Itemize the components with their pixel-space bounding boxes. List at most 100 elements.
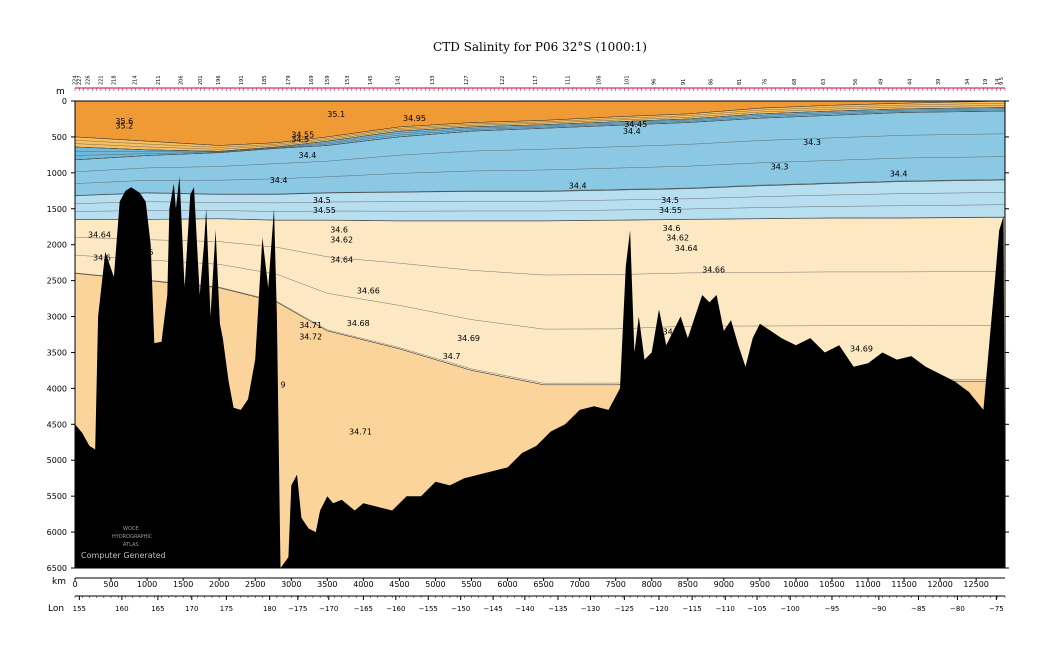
depth-tick-label: 4000 [47, 384, 67, 393]
contour-label: 34.68 [663, 328, 686, 337]
km-axis-label: km [52, 577, 66, 587]
isoline [75, 237, 1005, 276]
km-tick-label: 3500 [317, 580, 337, 589]
station-label: 68 [792, 79, 798, 85]
station-label: 122 [500, 75, 506, 85]
isoline [75, 105, 1005, 150]
km-tick-label: 8000 [642, 580, 662, 589]
watermark: WOCE HYDROGRAPHIC ATLAS Computer Generat… [81, 526, 166, 560]
station-label: 221 [98, 75, 104, 85]
station-label: 81 [737, 79, 743, 85]
contour-label: 34.4 [890, 169, 908, 178]
contour-label: 34.45 [624, 120, 647, 129]
contour-label: 34.72 [299, 333, 322, 342]
km-tick-label: 10000 [783, 580, 808, 589]
km-tick-label: 4000 [353, 580, 373, 589]
station-label: 127 [464, 75, 470, 85]
station-label: 44 [907, 79, 913, 85]
contour-label: 34.66 [357, 287, 380, 296]
contour-label: 34.4 [569, 182, 587, 191]
station-label: 224 [72, 75, 78, 85]
station-label: 9 5 [999, 77, 1005, 85]
lon-tick-label: 170 [185, 605, 198, 613]
plot-frame [74, 100, 1006, 569]
contour-label: 34.64 [675, 244, 698, 253]
depth-tick-label: 5500 [47, 492, 67, 501]
isoline [75, 109, 1005, 156]
lon-tick-label: −125 [615, 605, 634, 613]
station-label: 196 [216, 75, 222, 85]
km-tick-label: 6000 [497, 580, 517, 589]
km-tick-label: 9500 [750, 580, 770, 589]
contour-label: 34.62 [330, 236, 353, 245]
km-tick-label: 0 [72, 580, 77, 589]
km-tick-label: 2500 [245, 580, 265, 589]
depth-tick-label: 1500 [47, 205, 67, 214]
depth-tick-label: 3500 [47, 348, 67, 357]
lon-tick-label: −130 [581, 605, 600, 613]
contour-label: 34.95 [403, 114, 426, 123]
km-tick-label: 12500 [963, 580, 988, 589]
km-tick-label: 500 [103, 580, 118, 589]
station-label: 56 [853, 79, 859, 85]
station-label: 96 [651, 79, 657, 85]
contour-label: 34.55 [291, 131, 314, 140]
station-label: 49 [878, 79, 884, 85]
lon-tick-label: −105 [747, 605, 766, 613]
contour-label: 34.55 [313, 206, 336, 215]
lon-tick-label: −110 [716, 605, 735, 613]
station-label: 39 [936, 79, 942, 85]
station-label: 153 [345, 75, 351, 85]
depth-tick-label: 5000 [47, 456, 67, 465]
lon-tick-label: −165 [354, 605, 373, 613]
watermark-line-2: HYDROGRAPHIC [112, 534, 153, 540]
contour-label: 34.68 [347, 319, 370, 328]
km-tick-label: 11000 [855, 580, 880, 589]
km-tick-label: 1500 [173, 580, 193, 589]
contour-label: 34.64 [88, 231, 111, 240]
lon-tick-label: −170 [319, 605, 338, 613]
isoline [75, 216, 1005, 221]
station-label: 142 [395, 75, 401, 85]
station-label: 211 [156, 75, 162, 85]
isoline [75, 192, 1005, 204]
isoline [75, 179, 1005, 196]
station-label: 191 [239, 75, 245, 85]
contour-label: 34.71 [502, 477, 525, 486]
depth-axis-label: m [56, 87, 65, 97]
station-label: 76 [762, 79, 768, 85]
contour-label: 34.69 [850, 345, 873, 354]
station-label: 86 [708, 79, 714, 85]
depth-axis: 0 500 1000 1500 2000 2500 3000 3500 4000 4500 5000… [47, 97, 1009, 573]
station-label: 111 [566, 75, 572, 85]
contour-label: 34.3 [803, 138, 821, 147]
contour-label: 34.71 [299, 321, 322, 330]
station-label: 101 [625, 75, 631, 85]
contour-label: 5 [149, 248, 154, 257]
contour-label: 35.2 [115, 121, 133, 130]
bathymetry [75, 176, 1005, 568]
contour-label: 34.5 [661, 196, 679, 205]
km-tick-label: 5500 [461, 580, 481, 589]
lon-tick-label: 155 [73, 605, 86, 613]
km-tick-label: 3000 [281, 580, 301, 589]
chart-title: CTD Salinity for P06 32°S (1000:1) [433, 40, 647, 54]
isoline [75, 254, 1005, 330]
lon-tick-label: −100 [781, 605, 800, 613]
lon-tick-label: −135 [548, 605, 567, 613]
km-tick-label: 9000 [714, 580, 734, 589]
km-tick-label: 7500 [606, 580, 626, 589]
isoline [75, 102, 1005, 148]
contour-label: 34.6 [663, 224, 681, 233]
km-tick-label: 10500 [819, 580, 844, 589]
contour-label: 34.4 [623, 127, 641, 136]
km-tick-label: 1000 [137, 580, 157, 589]
lon-tick-label: −155 [419, 605, 438, 613]
watermark-line-3: ATLAS [123, 542, 139, 548]
station-label: 159 [325, 75, 331, 85]
station-label: 226 [85, 75, 91, 85]
contour-label: 34.71 [349, 427, 372, 436]
station-label: 218 [111, 75, 117, 85]
lon-tick-label: −160 [386, 605, 405, 613]
